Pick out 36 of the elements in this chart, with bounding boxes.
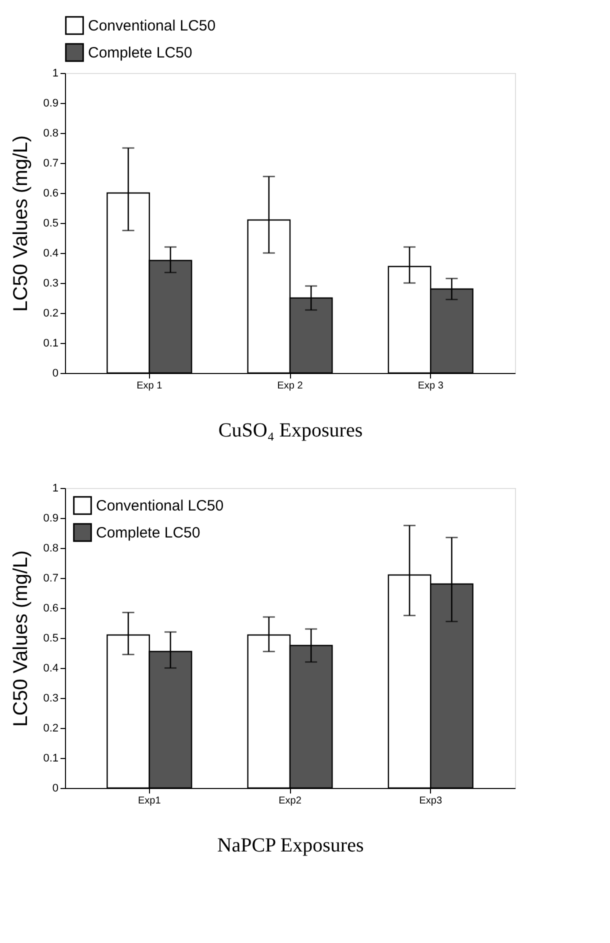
legend-label: Complete LC50 [88,44,192,62]
y-tick-label: 0.7 [43,158,58,170]
y-tick-label: 0.8 [43,128,58,140]
y-tick-label: 0.9 [43,98,58,110]
y-tick-label: 1 [52,68,58,80]
x-tick-label: Exp2 [278,796,302,806]
y-tick-label: 0.3 [43,278,58,290]
y-tick-label: 0.8 [43,542,58,554]
y-tick-label: 0.2 [43,308,58,320]
y-tick-label: 0 [52,782,58,794]
y-tick-label: 0.5 [43,632,58,644]
y-tick-label: 0.1 [43,752,58,764]
legend-label: Conventional LC50 [96,498,224,514]
x-axis-title: CuSO₄ Exposures [218,420,363,442]
y-axis-title: LC50 Values (mg/L) [10,550,32,727]
y-tick-label: 0.2 [43,722,58,734]
x-tick-label: Exp3 [419,796,442,806]
legend-label: Complete LC50 [96,524,200,542]
legend-label: Conventional LC50 [88,18,216,34]
y-tick-label: 0.1 [43,338,58,350]
x-tick-label: Exp1 [138,796,162,806]
y-tick-label: 0.6 [43,602,58,614]
y-tick-label: 0.5 [43,218,58,230]
y-tick-label: 0.4 [43,662,58,674]
y-tick-label: 1 [52,482,58,494]
y-tick-label: 0 [52,368,58,380]
x-tick-label: Exp 3 [418,380,444,392]
y-tick-label: 0.4 [43,248,58,260]
y-tick-label: 0.6 [43,188,58,200]
y-tick-label: 0.7 [43,572,58,584]
x-axis-title: NaPCP Exposures [217,834,364,856]
y-tick-label: 0.9 [43,512,58,524]
y-axis-title: LC50 Values (mg/L) [10,135,32,312]
x-tick-label: Exp 1 [136,380,163,392]
y-tick-label: 0.3 [43,692,58,704]
x-tick-label: Exp 2 [277,380,304,392]
